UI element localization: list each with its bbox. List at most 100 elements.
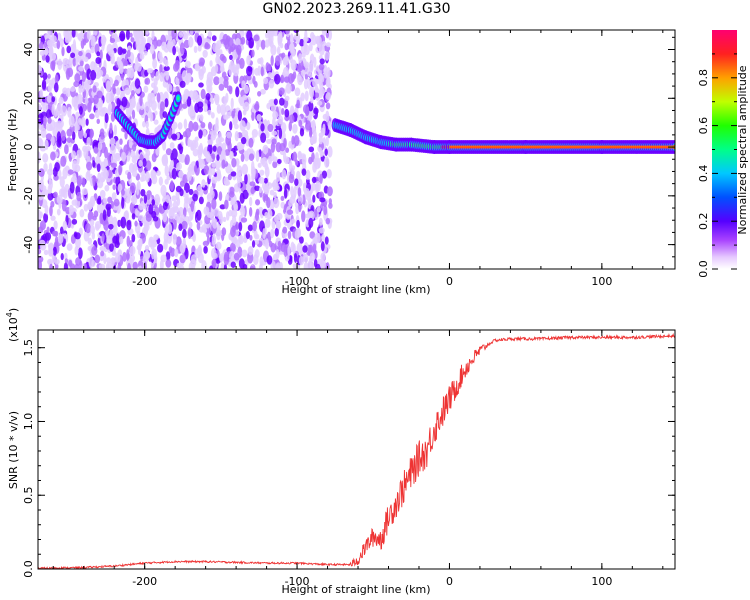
heatmap-cell xyxy=(263,177,268,184)
colorbar-tick-label: 0.8 xyxy=(697,69,710,87)
heatmap-cell xyxy=(82,145,88,153)
heatmap-cell xyxy=(243,101,250,112)
heatmap-cell xyxy=(116,56,121,66)
heatmap-cell xyxy=(167,222,173,235)
heatmap-cell xyxy=(293,252,298,264)
heatmap-cell xyxy=(188,120,194,133)
heatmap-cell xyxy=(221,227,227,236)
heatmap-cell xyxy=(326,186,333,197)
heatmap-cell xyxy=(240,153,245,163)
heatmap-cell xyxy=(102,209,107,221)
heatmap-cell xyxy=(177,143,183,151)
heatmap-cell xyxy=(293,30,300,34)
heatmap-cell xyxy=(46,168,54,176)
heatmap-cell xyxy=(296,64,302,73)
heatmap-cell xyxy=(324,148,328,156)
heatmap-cell xyxy=(264,39,270,48)
heatmap-cell xyxy=(250,186,255,195)
heatmap-cell xyxy=(297,186,302,197)
heatmap-cell xyxy=(246,30,253,42)
heatmap-cell xyxy=(151,199,156,206)
heatmap-cell xyxy=(229,150,234,160)
heatmap-cell xyxy=(302,253,309,263)
heatmap-cell xyxy=(107,196,113,204)
heatmap-cell xyxy=(259,263,263,269)
heatmap-cell xyxy=(119,30,126,42)
heatmap-cell xyxy=(153,234,159,241)
heatmap-cell xyxy=(240,217,248,223)
heatmap-cell xyxy=(278,87,285,96)
heatmap-cell xyxy=(312,194,316,203)
heatmap-cell xyxy=(47,117,52,124)
heatmap-cell xyxy=(90,35,95,47)
heatmap-cell xyxy=(117,262,122,269)
heatmap-cell xyxy=(205,93,211,101)
heatmap-cell xyxy=(85,118,89,126)
heatmap-cell xyxy=(326,168,332,179)
heatmap-cell xyxy=(162,111,168,119)
heatmap-cell xyxy=(323,204,328,216)
heatmap-cell xyxy=(303,78,309,90)
heatmap-cell xyxy=(178,151,183,163)
heatmap-cell xyxy=(196,209,202,221)
heatmap-cell xyxy=(299,236,304,244)
heatmap-cell xyxy=(301,51,306,58)
heatmap-cell xyxy=(247,224,254,232)
heatmap-cell xyxy=(244,150,249,158)
heatmap-cell xyxy=(83,203,89,212)
heatmap-cell xyxy=(309,252,316,262)
heatmap-cell xyxy=(314,232,321,244)
heatmap-cell xyxy=(188,221,193,229)
heatmap-cell xyxy=(318,90,324,99)
heatmap-cell xyxy=(289,33,294,45)
heatmap-cell xyxy=(139,94,143,107)
heatmap-cell xyxy=(68,204,75,216)
heatmap-cell xyxy=(78,106,83,115)
heatmap-cell xyxy=(218,191,223,202)
heatmap-cell xyxy=(126,49,131,58)
heatmap-cell xyxy=(216,146,223,155)
heatmap-cell xyxy=(236,63,240,70)
heatmap-cell xyxy=(271,130,278,136)
heatmap-cell xyxy=(194,102,200,114)
heatmap-cell xyxy=(215,49,220,57)
heatmap-cell xyxy=(151,100,157,111)
heatmap-cell xyxy=(291,135,295,145)
heatmap-cell xyxy=(187,138,191,148)
colorbar-tick-label: 0.2 xyxy=(697,212,710,230)
heatmap-cell xyxy=(151,239,158,248)
heatmap-cell xyxy=(313,107,319,115)
heatmap-cell xyxy=(67,169,74,175)
heatmap-cell xyxy=(179,243,186,254)
heatmap-cell xyxy=(210,98,214,105)
heatmap-cell xyxy=(192,89,198,97)
heatmap-cell xyxy=(38,248,42,255)
heatmap-cell xyxy=(71,30,76,38)
heatmap-cell xyxy=(131,96,136,107)
heatmap-cell xyxy=(87,101,92,113)
heatmap-cell xyxy=(310,183,317,191)
heatmap-cell xyxy=(101,107,106,115)
y-tick-label: -40 xyxy=(22,236,35,254)
heatmap-cell xyxy=(198,129,203,139)
heatmap-cell xyxy=(280,242,286,253)
heatmap-cell xyxy=(108,223,114,230)
heatmap-cell xyxy=(38,232,41,240)
heatmap-cell xyxy=(99,128,105,137)
heatmap-cell xyxy=(294,229,300,241)
heatmap-cell xyxy=(50,135,55,146)
heatmap-cell xyxy=(183,118,188,130)
heatmap-cell xyxy=(315,180,321,192)
heatmap-cell xyxy=(222,33,229,46)
heatmap-cell xyxy=(165,194,171,204)
heatmap-cell xyxy=(271,138,277,145)
heatmap-cell xyxy=(53,230,59,237)
heatmap-cell xyxy=(80,85,85,93)
heatmap-cell xyxy=(60,252,64,261)
heatmap-cell xyxy=(196,221,201,231)
heatmap-cell xyxy=(318,217,323,226)
heatmap-cell xyxy=(126,219,132,231)
heatmap-cell xyxy=(285,147,290,153)
heatmap-cell xyxy=(54,258,60,265)
heatmap-cell xyxy=(43,249,49,256)
